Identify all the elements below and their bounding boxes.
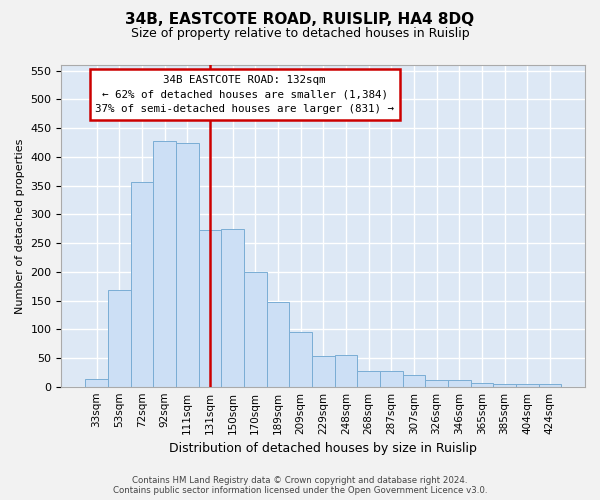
Bar xyxy=(266,302,289,386)
Bar xyxy=(539,384,561,386)
Bar xyxy=(312,356,335,386)
Bar xyxy=(403,375,425,386)
Bar xyxy=(493,384,516,386)
Text: 34B, EASTCOTE ROAD, RUISLIP, HA4 8DQ: 34B, EASTCOTE ROAD, RUISLIP, HA4 8DQ xyxy=(125,12,475,28)
Bar xyxy=(153,141,176,386)
Text: Size of property relative to detached houses in Ruislip: Size of property relative to detached ho… xyxy=(131,28,469,40)
Bar xyxy=(380,371,403,386)
Bar xyxy=(199,230,221,386)
Bar xyxy=(357,371,380,386)
Bar xyxy=(131,182,153,386)
Bar xyxy=(425,380,448,386)
Text: 34B EASTCOTE ROAD: 132sqm
← 62% of detached houses are smaller (1,384)
37% of se: 34B EASTCOTE ROAD: 132sqm ← 62% of detac… xyxy=(95,74,394,114)
Bar xyxy=(335,355,357,386)
Bar xyxy=(289,332,312,386)
Y-axis label: Number of detached properties: Number of detached properties xyxy=(15,138,25,314)
Bar xyxy=(244,272,266,386)
Bar xyxy=(448,380,470,386)
X-axis label: Distribution of detached houses by size in Ruislip: Distribution of detached houses by size … xyxy=(169,442,477,455)
Bar xyxy=(516,384,539,386)
Bar xyxy=(108,290,131,386)
Bar xyxy=(221,230,244,386)
Bar xyxy=(470,382,493,386)
Bar xyxy=(176,143,199,386)
Text: Contains HM Land Registry data © Crown copyright and database right 2024.
Contai: Contains HM Land Registry data © Crown c… xyxy=(113,476,487,495)
Bar xyxy=(85,379,108,386)
